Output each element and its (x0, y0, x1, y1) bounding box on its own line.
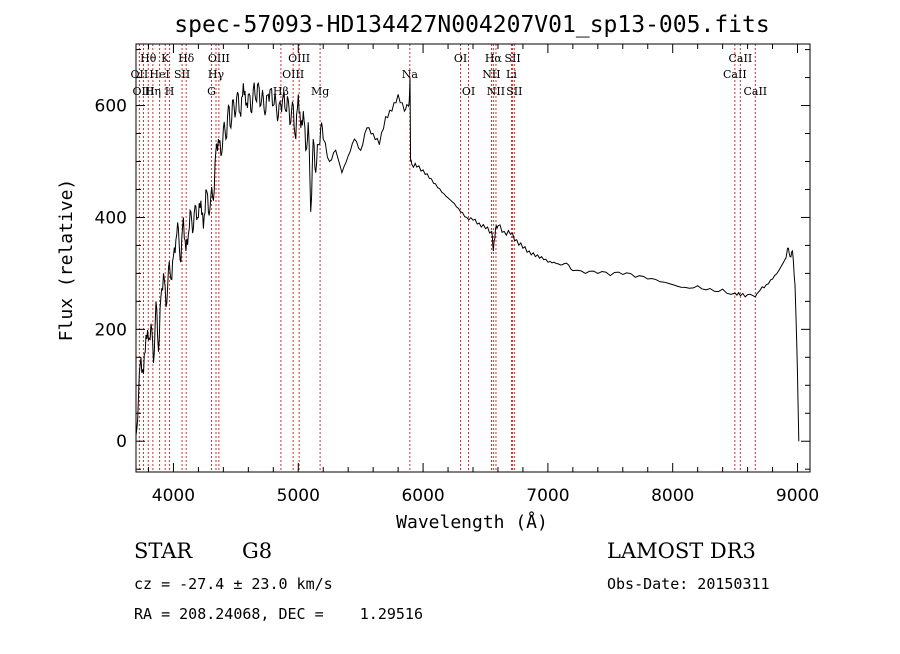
emission-line-label: HeI (149, 68, 169, 81)
emission-line-label: CaII (729, 52, 753, 65)
obs-date: Obs-Date: 20150311 (607, 575, 770, 593)
x-tick-label: 5000 (277, 486, 320, 506)
y-tick-label: 600 (95, 97, 127, 117)
emission-line-label: OIII (208, 52, 230, 65)
emission-line-label: SII (174, 68, 190, 81)
survey-name: LAMOST DR3 (607, 539, 756, 563)
spectrum-line (135, 77, 800, 442)
emission-line-label: OII (131, 68, 149, 81)
object-subclass: G8 (242, 539, 272, 563)
y-tick-label: 0 (116, 432, 127, 452)
emission-line-label: OIII (132, 85, 154, 98)
y-tick-label: 400 (95, 208, 127, 228)
emission-line-label: H (165, 85, 175, 98)
x-tick-label: 7000 (526, 486, 569, 506)
redshift-readout: cz = -27.4 ± 23.0 km/s (134, 575, 333, 593)
emission-line-label: OI (462, 85, 475, 98)
x-axis-title: Wavelength (Å) (396, 511, 548, 533)
emission-line-label: Hα (485, 52, 503, 65)
emission-line-label: Mg (311, 85, 329, 98)
coordinates: RA = 208.24068, DEC = 1.29516 (134, 605, 423, 623)
emission-line-label: Hθ (140, 52, 157, 65)
emission-line-label: NII (487, 85, 505, 98)
emission-line-label: OIII (282, 68, 304, 81)
x-tick-label: 4000 (152, 486, 195, 506)
emission-line-label: K (161, 52, 170, 65)
emission-line-label: Li (506, 68, 517, 81)
emission-line-label: NII (482, 68, 500, 81)
emission-line-label: CaII (723, 68, 747, 81)
emission-line-label: G (207, 85, 216, 98)
emission-line-label: OIII (288, 52, 310, 65)
x-axis: 4000 5000 6000 7000 8000 9000 (147, 44, 819, 506)
x-tick-label: 6000 (401, 486, 444, 506)
emission-line-label: Hδ (178, 52, 195, 65)
emission-line-label: OI (454, 52, 467, 65)
emission-line-label: SII (504, 52, 520, 65)
y-axis: 0 200 400 600 (95, 49, 810, 470)
emission-line-label: Hβ (273, 85, 289, 98)
y-axis-title: Flux (relative) (56, 179, 77, 342)
x-tick-label: 8000 (651, 486, 694, 506)
emission-line-label: Hη (145, 85, 161, 98)
emission-line-markers (138, 44, 756, 472)
object-class: STAR (134, 539, 193, 563)
emission-line-label: Na (402, 68, 419, 81)
x-tick-label: 9000 (776, 486, 819, 506)
emission-line-label: SII (506, 85, 522, 98)
chart-title: spec-57093-HD134427N004207V01_sp13-005.f… (174, 12, 769, 38)
y-tick-label: 200 (95, 320, 127, 340)
emission-line-label: CaII (743, 85, 767, 98)
emission-line-label: Hγ (208, 68, 225, 81)
